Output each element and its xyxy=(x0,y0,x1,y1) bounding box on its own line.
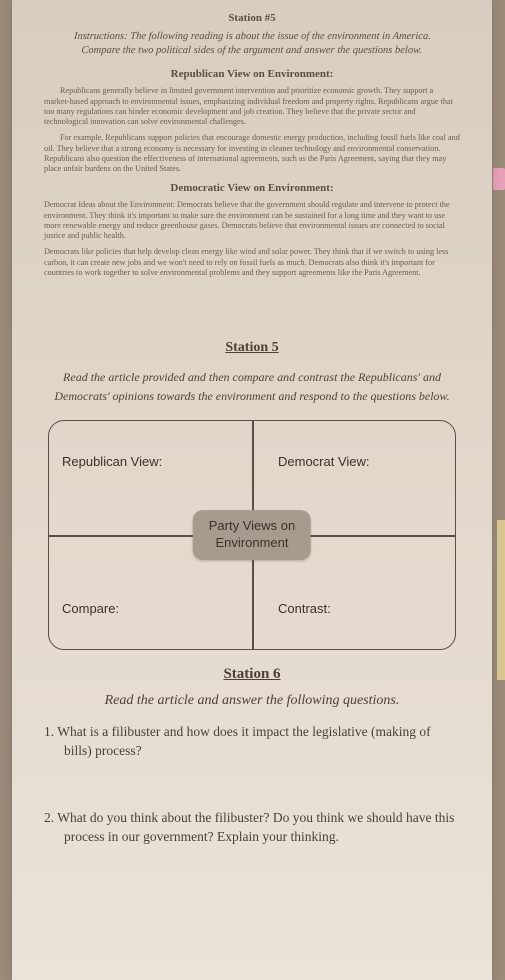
democratic-para-1: Democrat Ideas about the Environment: De… xyxy=(44,200,460,241)
center-line-2: Environment xyxy=(216,535,289,550)
question-1: 1. What is a filibuster and how does it … xyxy=(44,723,460,761)
quad-contrast: Contrast: xyxy=(278,601,331,616)
station6-instructions: Read the article and answer the followin… xyxy=(44,693,460,709)
quad-republican-view: Republican View: xyxy=(62,454,162,469)
quad-compare: Compare: xyxy=(62,601,119,616)
compare-contrast-diagram: Republican View: Democrat View: Compare:… xyxy=(48,420,456,650)
station5-title: Station 5 xyxy=(44,340,460,356)
republican-para-1: Republicans generally believe in limited… xyxy=(44,86,460,127)
republican-para-2: For example, Republicans support policie… xyxy=(44,133,460,174)
center-line-1: Party Views on xyxy=(209,519,295,534)
station-number: Station #5 xyxy=(44,12,460,24)
democratic-para-2: Democrats like policies that help develo… xyxy=(44,247,460,278)
worksheet-paper: Station #5 Instructions: The following r… xyxy=(12,0,492,980)
station6-title: Station 6 xyxy=(44,666,460,683)
pink-sticky-tab xyxy=(493,168,505,190)
instructions-text: Instructions: The following reading is a… xyxy=(61,30,442,58)
democratic-heading: Democratic View on Environment: xyxy=(44,182,460,194)
question-2: 2. What do you think about the filibuste… xyxy=(44,809,460,847)
station5-instructions: Read the article provided and then compa… xyxy=(44,368,460,406)
diagram-center-label: Party Views on Environment xyxy=(193,511,311,561)
quad-democrat-view: Democrat View: xyxy=(278,454,370,469)
yellow-sticky-tab xyxy=(497,520,505,680)
republican-heading: Republican View on Environment: xyxy=(44,68,460,80)
